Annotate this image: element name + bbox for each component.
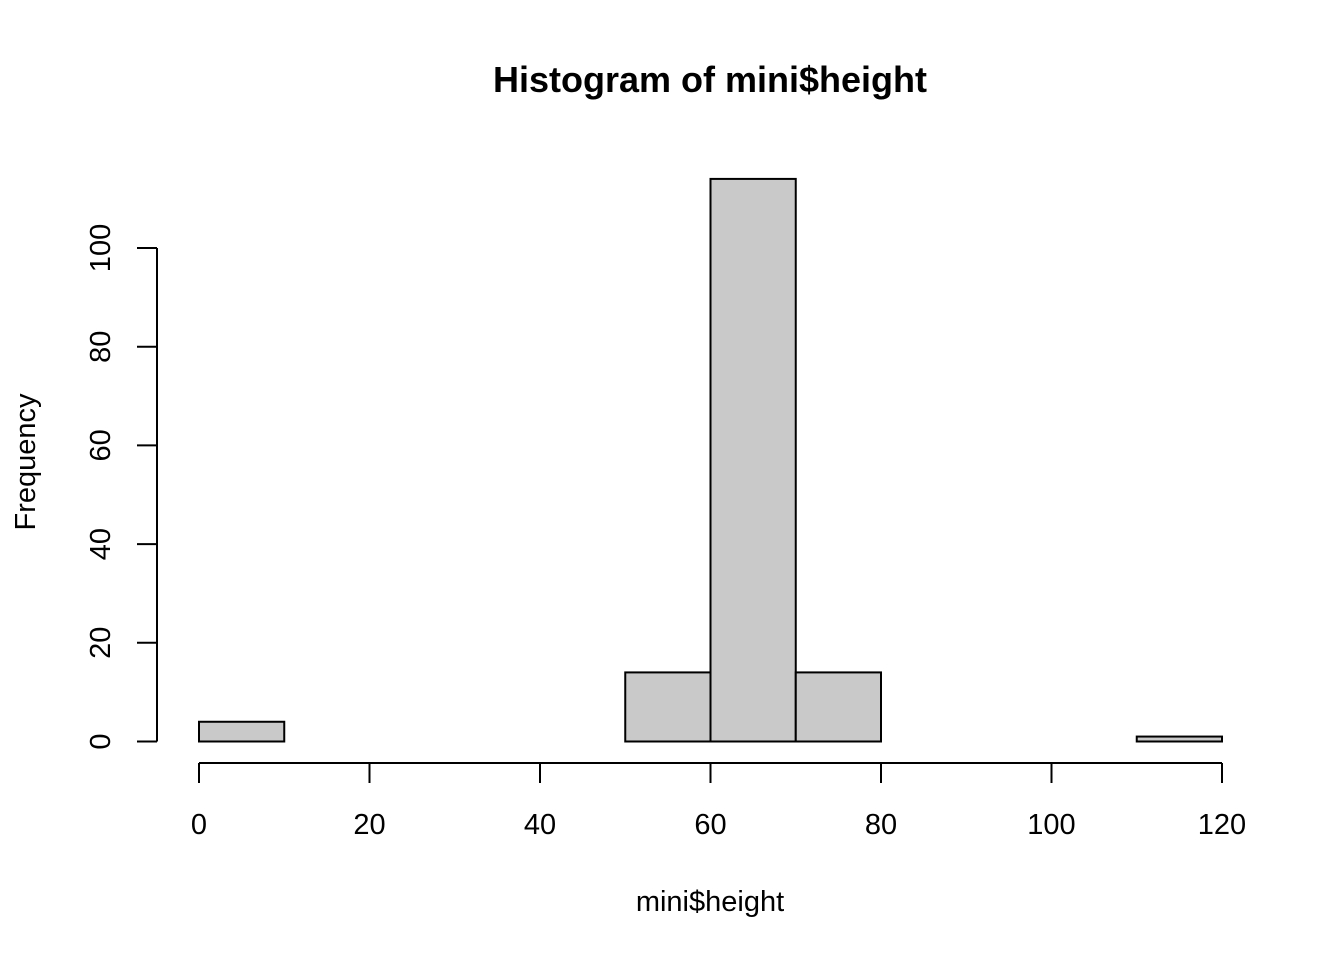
x-axis-label: mini$height: [636, 886, 784, 918]
y-axis: 0 20 40 60 80 100: [85, 224, 158, 750]
y-tick-label: 100: [85, 224, 117, 272]
histogram-bar-110-120: [1135, 735, 1223, 743]
x-axis: 0 20 40 60 80 100 120: [191, 762, 1246, 841]
y-tick-label: 80: [85, 331, 117, 363]
histogram-bar-0-10: [198, 720, 286, 743]
chart-title: Histogram of mini$height: [493, 59, 927, 100]
y-tick-label: 0: [85, 733, 117, 749]
y-axis-label: Frequency: [10, 393, 42, 531]
bars-group: [198, 177, 1223, 743]
x-tick-label: 120: [1198, 809, 1246, 841]
x-tick-label: 0: [191, 809, 207, 841]
x-tick-label: 80: [865, 809, 897, 841]
x-tick-label: 100: [1027, 809, 1075, 841]
y-tick-label: 60: [85, 429, 117, 461]
histogram-bar-50-60: [624, 671, 712, 743]
y-tick-label: 40: [85, 528, 117, 560]
histogram-bar-70-80: [794, 671, 882, 743]
y-tick-label: 20: [85, 627, 117, 659]
x-tick-label: 40: [524, 809, 556, 841]
histogram-bar-60-70: [709, 177, 797, 743]
x-tick-label: 20: [353, 809, 385, 841]
x-tick-label: 60: [694, 809, 726, 841]
